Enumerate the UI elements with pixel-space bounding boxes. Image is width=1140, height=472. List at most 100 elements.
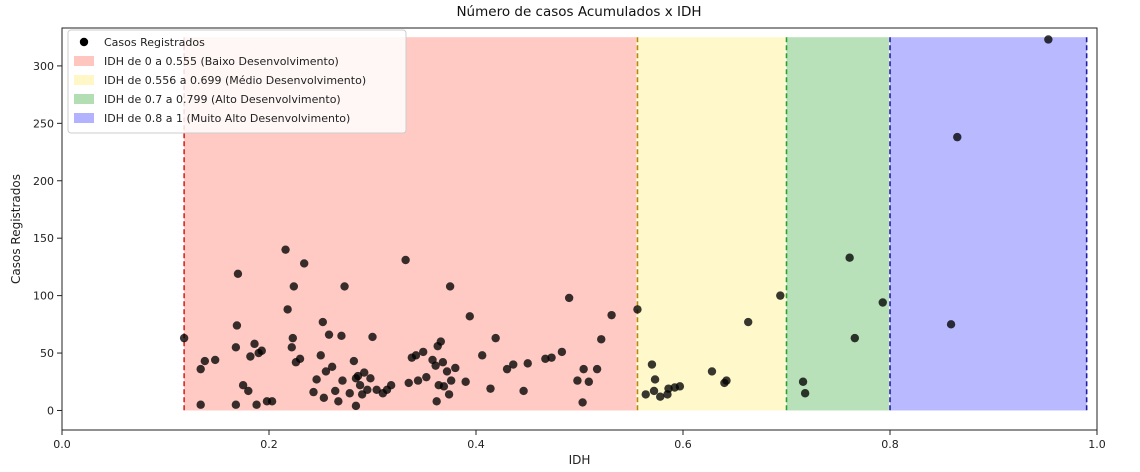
data-point xyxy=(523,359,532,368)
data-point xyxy=(386,381,396,390)
plot-frame xyxy=(61,27,1098,431)
legend-swatch xyxy=(74,56,94,66)
data-point xyxy=(331,386,340,396)
data-point xyxy=(573,376,582,385)
data-point xyxy=(446,376,456,385)
data-point xyxy=(878,298,887,307)
band-3 xyxy=(786,37,889,411)
data-point xyxy=(401,255,410,265)
y-tick-label: 150 xyxy=(33,232,54,245)
data-point xyxy=(246,352,255,361)
data-point xyxy=(633,305,642,314)
data-point xyxy=(210,355,220,365)
data-point xyxy=(675,382,685,391)
data-point xyxy=(478,351,487,360)
data-point xyxy=(288,333,298,343)
data-point xyxy=(340,282,349,291)
data-point xyxy=(547,353,556,362)
data-point xyxy=(641,390,650,399)
data-point xyxy=(232,321,242,330)
data-point xyxy=(649,386,659,396)
legend: Casos Registrados IDH de 0 a 0.555 (Baixo… xyxy=(67,29,407,134)
data-point xyxy=(324,330,334,339)
data-point xyxy=(318,317,328,327)
data-point xyxy=(337,331,346,341)
data-point xyxy=(319,393,329,403)
legend-label: IDH de 0.7 a 0.799 (Alto Desenvolvimento… xyxy=(104,93,341,106)
data-point xyxy=(509,360,518,369)
data-point xyxy=(800,389,810,398)
data-points xyxy=(179,35,1053,411)
data-point xyxy=(502,364,512,374)
data-point xyxy=(338,376,347,385)
y-tick-label: 100 xyxy=(33,290,54,303)
band-4 xyxy=(890,37,1087,411)
data-point xyxy=(316,351,325,360)
data-point xyxy=(368,332,377,342)
data-point xyxy=(196,400,205,409)
data-point xyxy=(592,364,602,374)
data-point xyxy=(953,132,962,142)
data-point xyxy=(299,259,309,268)
data-point xyxy=(436,337,446,346)
data-point xyxy=(200,356,210,366)
x-tick-label: 0.8 xyxy=(881,438,899,451)
data-point xyxy=(289,282,299,291)
data-point xyxy=(349,356,359,366)
data-point xyxy=(442,367,452,376)
data-point xyxy=(372,385,381,394)
data-point xyxy=(363,385,372,394)
band-2 xyxy=(637,37,786,411)
x-axis-title: IDH xyxy=(569,453,591,467)
data-point xyxy=(850,333,860,343)
data-point xyxy=(584,377,594,386)
data-point xyxy=(451,363,460,373)
data-point xyxy=(656,392,665,401)
x-tick-label: 0.0 xyxy=(53,438,71,451)
data-point xyxy=(444,390,454,399)
data-point xyxy=(231,343,241,352)
data-point xyxy=(334,397,343,406)
legend-marker xyxy=(79,37,89,47)
data-point xyxy=(650,375,660,384)
data-point xyxy=(647,360,657,369)
idh-bands xyxy=(183,37,1088,411)
data-point xyxy=(404,378,413,388)
data-point xyxy=(486,384,495,393)
data-point xyxy=(439,382,449,391)
data-point xyxy=(287,343,296,352)
data-point xyxy=(283,305,292,314)
data-point xyxy=(321,367,331,376)
data-point xyxy=(196,364,205,374)
data-point xyxy=(267,397,277,406)
data-point xyxy=(798,377,808,386)
data-point xyxy=(579,364,588,374)
data-point xyxy=(327,362,337,372)
data-point xyxy=(309,387,318,397)
data-point xyxy=(431,361,440,370)
data-point xyxy=(419,347,428,357)
data-point xyxy=(360,368,369,377)
data-point xyxy=(722,376,731,385)
data-point xyxy=(355,381,365,390)
data-point xyxy=(597,335,606,344)
data-point xyxy=(231,400,241,409)
data-point xyxy=(295,354,305,363)
y-axis: 0 50 100 150 200 250 300 xyxy=(33,60,62,417)
data-point xyxy=(345,389,354,398)
x-tick-label: 0.6 xyxy=(674,438,692,451)
data-point xyxy=(564,293,574,303)
chart-title: Número de casos Acumulados x IDH xyxy=(456,4,701,20)
legend-label: IDH de 0 a 0.555 (Baixo Desenvolvimento) xyxy=(104,55,339,68)
data-point xyxy=(250,339,259,349)
data-point xyxy=(491,333,500,343)
data-point xyxy=(422,372,431,382)
data-point xyxy=(233,269,243,278)
data-point xyxy=(353,371,363,381)
legend-swatch xyxy=(74,75,94,85)
data-point xyxy=(238,381,248,390)
y-axis-title: Casos Registrados xyxy=(9,174,23,284)
x-tick-label: 0.4 xyxy=(467,438,485,451)
x-tick-label: 0.2 xyxy=(260,438,278,451)
